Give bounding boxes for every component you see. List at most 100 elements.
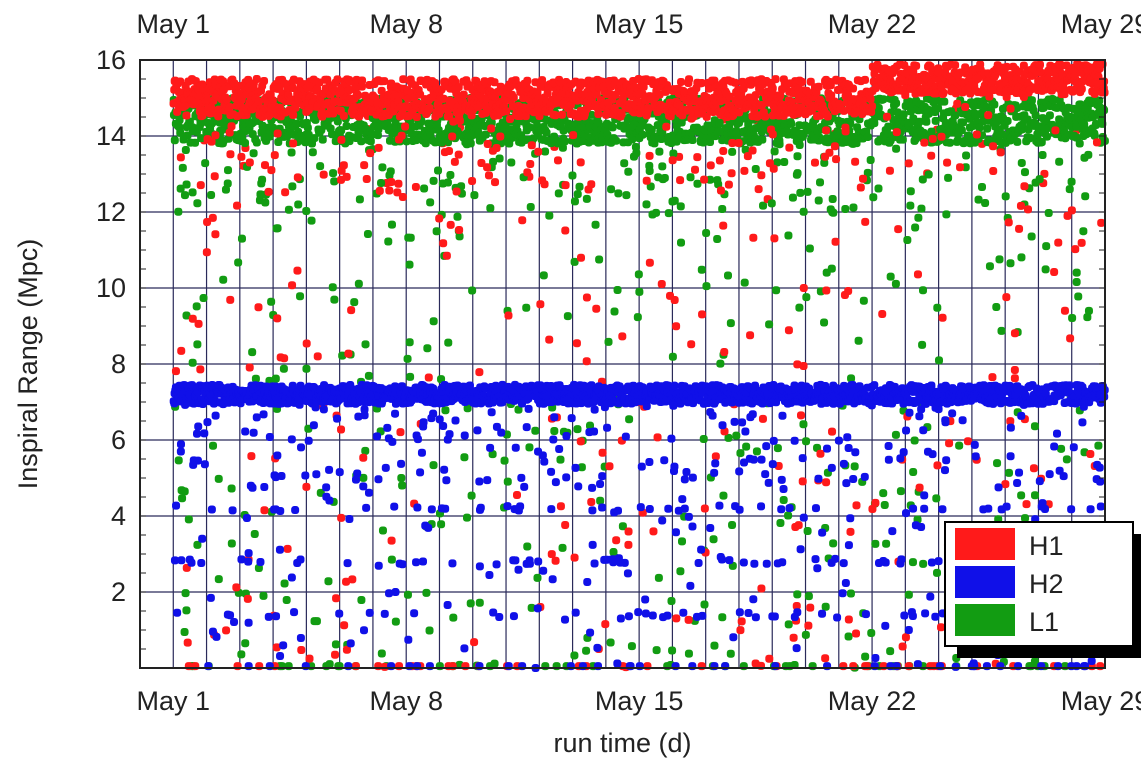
point-h2: [460, 644, 468, 652]
point-h1: [846, 528, 854, 536]
point-h1: [731, 79, 739, 87]
point-l1: [906, 202, 914, 210]
point-h1: [658, 280, 666, 288]
point-h1: [172, 367, 180, 375]
point-l1: [285, 206, 293, 214]
point-h1: [725, 181, 733, 189]
point-h2: [717, 553, 725, 561]
point-h2: [614, 507, 622, 515]
point-h1: [513, 491, 521, 499]
point-h1: [605, 462, 613, 470]
point-l1: [582, 647, 590, 655]
point-h2: [493, 560, 501, 568]
point-h1: [894, 225, 902, 233]
point-h2: [931, 613, 939, 621]
point-l1: [829, 195, 837, 203]
point-h1: [491, 178, 499, 186]
point-h2: [452, 416, 460, 424]
point-l1: [1073, 278, 1081, 286]
point-l1: [713, 235, 721, 243]
point-h2: [1007, 452, 1015, 460]
point-h1: [425, 374, 433, 382]
point-l1: [224, 166, 232, 174]
point-h2: [828, 464, 836, 472]
point-h1: [857, 184, 865, 192]
point-h1: [951, 61, 959, 69]
point-l1: [635, 270, 643, 278]
point-h1: [736, 626, 744, 634]
point-l1: [768, 199, 776, 207]
point-l1: [907, 187, 915, 195]
point-h1: [618, 332, 626, 340]
point-h1: [475, 368, 483, 376]
point-l1: [430, 317, 438, 325]
point-h2: [600, 556, 608, 564]
point-h1: [1020, 182, 1028, 190]
point-h2: [952, 663, 960, 671]
point-h1: [719, 147, 727, 155]
point-h2: [698, 612, 706, 620]
point-h1: [1002, 293, 1010, 301]
point-l1: [574, 190, 582, 198]
point-h2: [1087, 505, 1095, 513]
point-l1: [470, 191, 478, 199]
point-l1: [355, 280, 363, 288]
point-l1: [605, 338, 613, 346]
point-h2: [360, 626, 368, 634]
point-l1: [909, 558, 917, 566]
point-h1: [757, 584, 765, 592]
point-h2: [404, 636, 412, 644]
point-h2: [171, 556, 179, 564]
point-h1: [822, 126, 830, 134]
point-h2: [768, 612, 776, 620]
point-l1: [357, 596, 365, 604]
point-h1: [939, 314, 947, 322]
point-l1: [687, 173, 695, 181]
point-l1: [237, 650, 245, 658]
point-l1: [665, 209, 673, 217]
point-h2: [193, 430, 201, 438]
point-h1: [571, 554, 579, 562]
point-h1: [448, 133, 456, 141]
point-h2: [172, 502, 180, 510]
point-h2: [765, 479, 773, 487]
point-l1: [453, 213, 461, 221]
point-h1: [451, 158, 459, 166]
point-l1: [993, 459, 1001, 467]
point-l1: [189, 188, 197, 196]
point-h1: [899, 643, 907, 651]
point-l1: [527, 203, 535, 211]
point-l1: [1004, 117, 1012, 125]
point-l1: [611, 308, 619, 316]
point-h1: [867, 95, 875, 103]
point-l1: [444, 178, 452, 186]
point-h2: [780, 485, 788, 493]
point-h2: [245, 619, 253, 627]
point-h1: [483, 163, 491, 171]
point-l1: [273, 224, 281, 232]
point-l1: [446, 171, 454, 179]
point-h2: [173, 609, 181, 617]
point-h1: [443, 252, 451, 260]
point-l1: [437, 520, 445, 528]
point-l1: [1006, 259, 1014, 267]
point-h2: [249, 484, 257, 492]
point-l1: [678, 537, 686, 545]
point-l1: [794, 169, 802, 177]
point-l1: [986, 262, 994, 270]
point-h2: [1097, 502, 1105, 510]
point-h1: [601, 620, 609, 628]
point-h1: [832, 155, 840, 163]
point-h1: [536, 300, 544, 308]
point-h1: [558, 111, 566, 119]
point-h1: [289, 139, 297, 147]
point-h2: [344, 559, 352, 567]
point-l1: [302, 207, 310, 215]
point-h1: [973, 131, 981, 139]
point-l1: [771, 147, 779, 155]
point-h2: [194, 422, 202, 430]
point-l1: [430, 461, 438, 469]
point-h2: [177, 448, 185, 456]
point-h1: [244, 595, 252, 603]
point-l1: [780, 496, 788, 504]
